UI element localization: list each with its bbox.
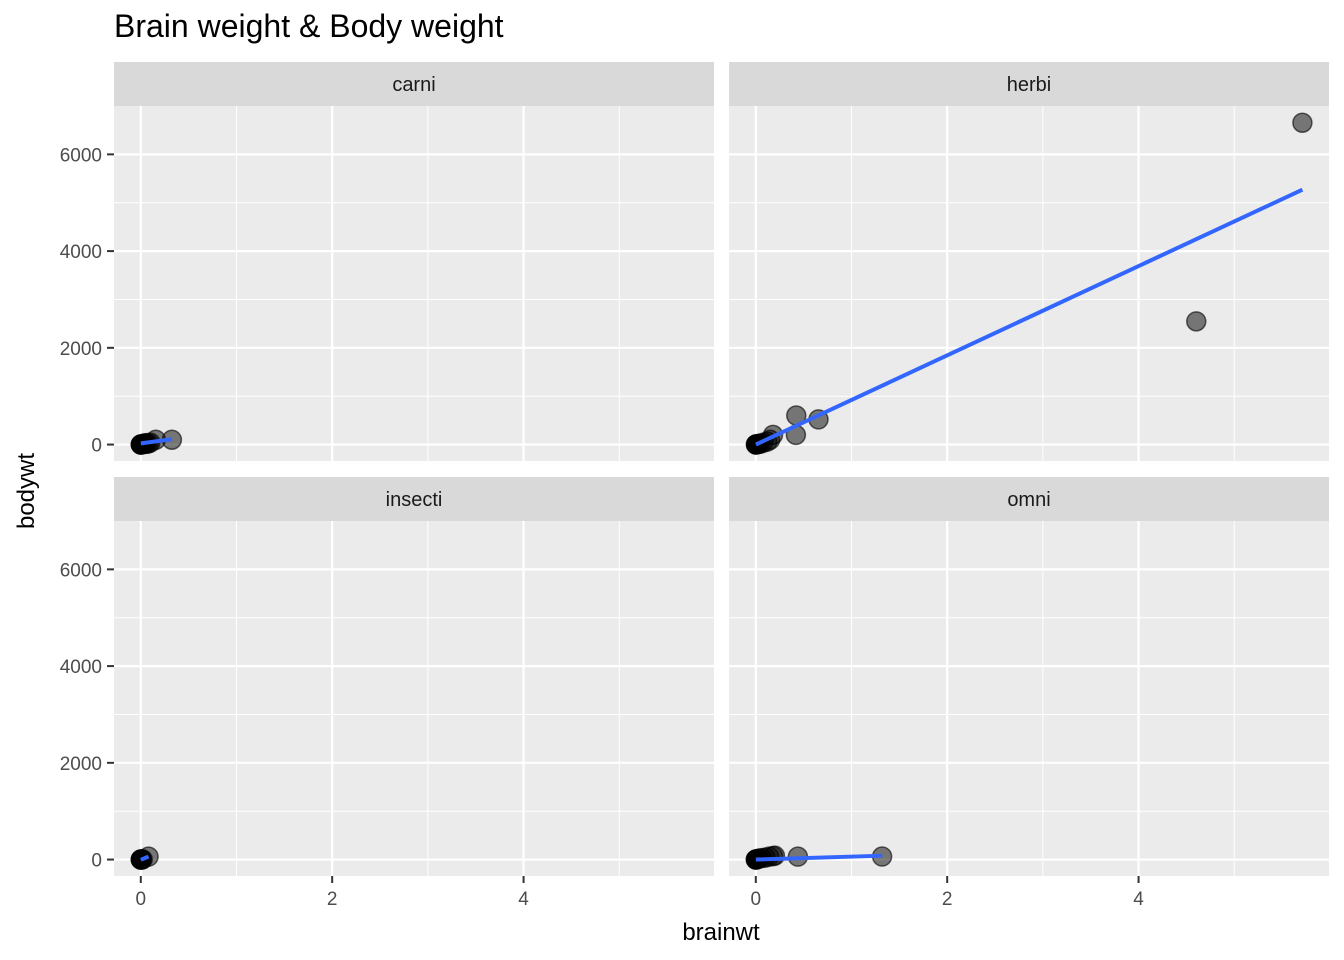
facet-strip-insecti — [114, 477, 714, 521]
facet-strip-label: herbi — [1007, 74, 1051, 96]
points-group — [130, 846, 159, 870]
panel-background — [114, 521, 714, 876]
panel-background — [729, 521, 1329, 876]
fit-line — [755, 853, 883, 862]
facet-strip-label: omni — [1007, 489, 1050, 511]
facet-strip-label: carni — [392, 74, 435, 96]
x-axis-title: brainwt — [682, 919, 760, 946]
points-group — [745, 112, 1313, 455]
facet-panel-omni: omni 0 2 4 — [729, 477, 1329, 910]
y-tick-label: 6000 — [60, 145, 102, 166]
fit-line — [140, 437, 173, 446]
facet-strip-carni — [114, 62, 714, 106]
facet-strip-label: insecti — [386, 489, 443, 511]
facet-panel-carni: carni 0 2000 4000 6000 — [60, 62, 714, 461]
fit-line — [755, 187, 1304, 447]
y-axis-title: bodywt — [13, 453, 40, 529]
data-point — [1292, 112, 1313, 133]
x-tick-label: 4 — [518, 889, 529, 910]
x-tick-label: 0 — [751, 889, 762, 910]
facet-panel-insecti: insecti 0 2000 4000 6000 0 2 4 — [60, 477, 714, 910]
y-tick-label: 4000 — [60, 657, 102, 678]
y-tick-label: 0 — [91, 436, 102, 457]
data-point — [764, 845, 786, 866]
x-tick-label: 2 — [942, 889, 953, 910]
facet-strip-omni — [729, 477, 1329, 521]
panel-background — [729, 106, 1329, 461]
points-group — [745, 845, 893, 870]
y-tick-label: 6000 — [60, 560, 102, 581]
panel-background — [114, 106, 714, 461]
y-tick-label: 2000 — [60, 754, 102, 775]
x-tick-label: 2 — [327, 889, 338, 910]
x-tick-label: 0 — [136, 889, 147, 910]
data-point — [1186, 311, 1207, 332]
points-group — [130, 429, 183, 455]
x-tick-label: 4 — [1133, 889, 1144, 910]
facet-panel-herbi: herbi — [729, 62, 1329, 461]
y-tick-label: 4000 — [60, 242, 102, 263]
y-tick-label: 0 — [91, 851, 102, 872]
y-tick-label: 2000 — [60, 339, 102, 360]
chart-title: Brain weight & Body weight — [114, 8, 504, 44]
fit-line — [140, 854, 150, 862]
facet-strip-herbi — [729, 62, 1329, 106]
